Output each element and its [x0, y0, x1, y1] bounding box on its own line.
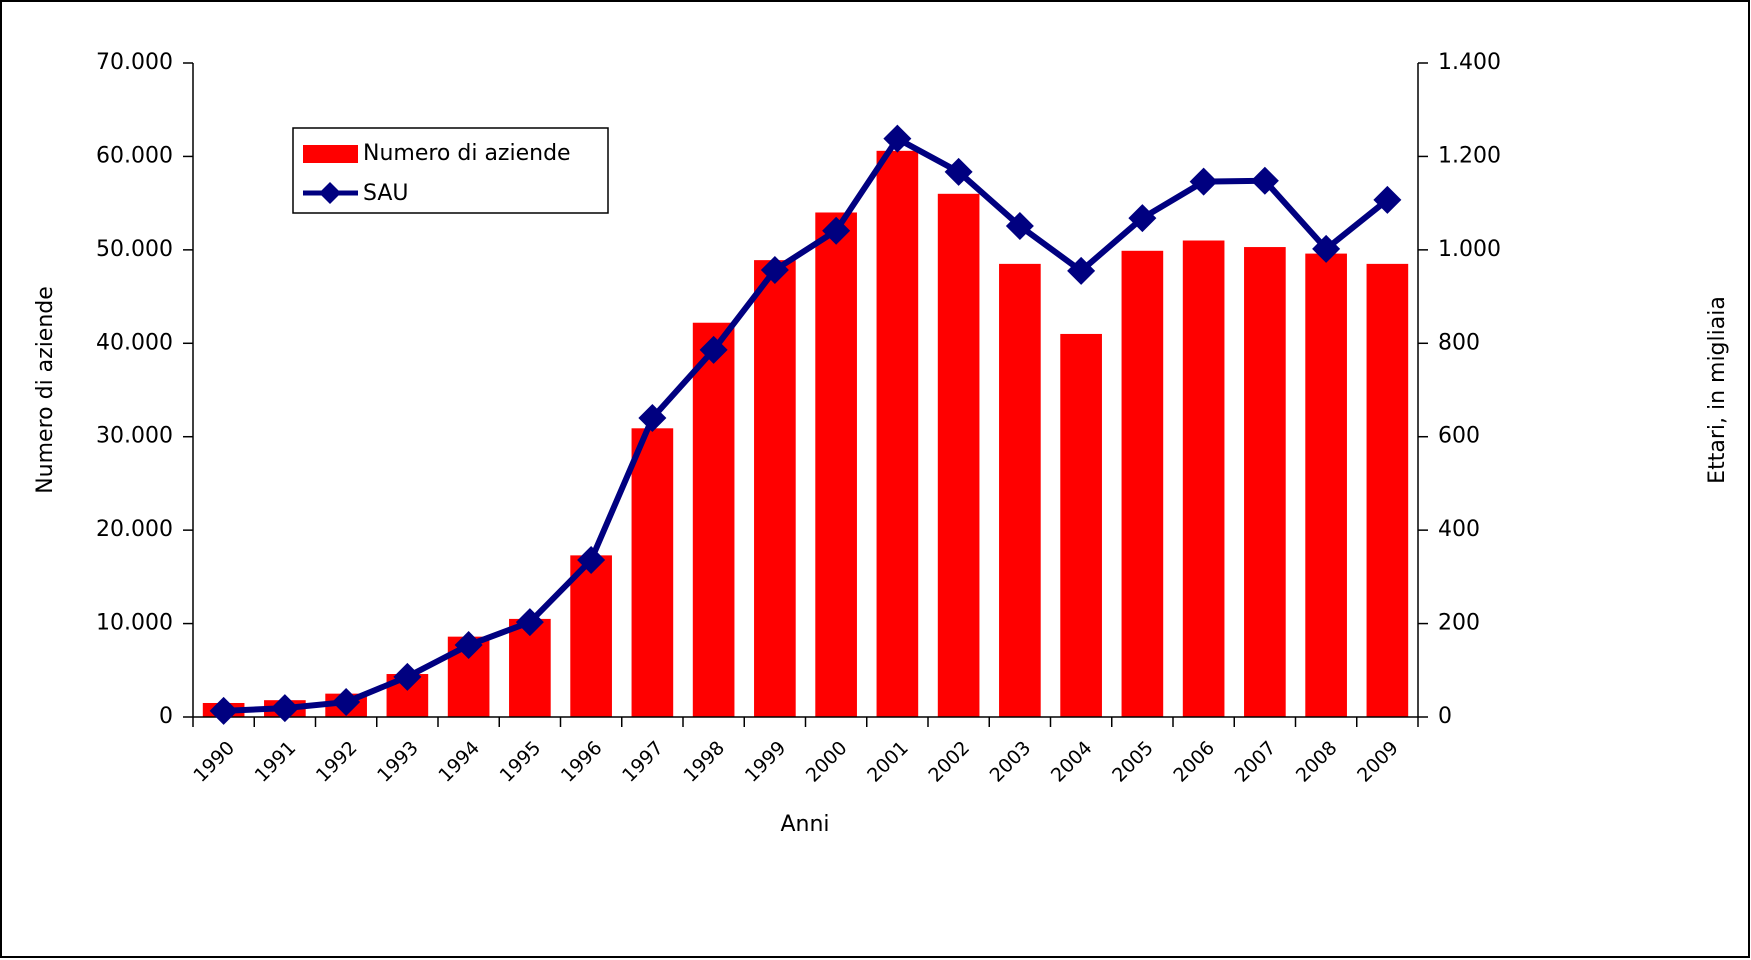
- marker: [209, 696, 238, 725]
- y2-tick-label: 400: [1438, 517, 1480, 542]
- bar: [876, 150, 919, 717]
- marker: [760, 255, 789, 284]
- marker: [515, 608, 544, 637]
- x-axis-title: Anni: [780, 812, 829, 837]
- marker: [638, 404, 667, 433]
- legend-label: SAU: [363, 181, 409, 206]
- y-tick-label: 10.000: [96, 611, 173, 636]
- marker: [944, 157, 973, 186]
- marker: [1067, 256, 1096, 285]
- legend-label: Numero di aziende: [363, 141, 571, 166]
- marker: [270, 694, 299, 723]
- bar: [999, 263, 1041, 717]
- bar: [937, 193, 980, 718]
- y-tick-label: 60.000: [96, 143, 173, 168]
- marker: [1128, 204, 1157, 233]
- bar: [1182, 240, 1225, 717]
- marker: [577, 546, 606, 575]
- bar: [1060, 333, 1102, 717]
- y-axis-title: Numero di aziende: [33, 286, 58, 494]
- marker: [822, 216, 851, 245]
- y-tick-label: 0: [159, 704, 173, 729]
- y-tick-label: 20.000: [96, 517, 173, 542]
- bar: [1244, 247, 1286, 717]
- y-tick-label: 30.000: [96, 424, 173, 449]
- bar: [815, 212, 857, 717]
- bar: [692, 322, 735, 717]
- y2-tick-label: 200: [1438, 611, 1480, 636]
- legend-box: [292, 127, 609, 214]
- bar: [1366, 263, 1409, 717]
- bar: [631, 428, 674, 717]
- y-tick-label: 50.000: [96, 237, 173, 262]
- bar: [754, 260, 796, 717]
- y2-tick-label: 800: [1438, 330, 1480, 355]
- marker: [699, 335, 728, 364]
- y-tick-label: 40.000: [96, 330, 173, 355]
- bar: [570, 555, 612, 717]
- marker: [1312, 234, 1341, 263]
- marker: [883, 124, 912, 153]
- bar: [1305, 253, 1347, 717]
- y2-tick-label: 600: [1438, 424, 1480, 449]
- line: [223, 134, 1390, 714]
- bar: [1121, 250, 1164, 717]
- y2-tick-label: 1.000: [1438, 237, 1501, 262]
- marker: [454, 631, 483, 660]
- y2-tick-label: 1.200: [1438, 143, 1501, 168]
- marker: [332, 688, 361, 717]
- y2-tick-label: 1.400: [1438, 50, 1501, 75]
- marker: [1250, 166, 1279, 195]
- marker: [393, 662, 422, 691]
- y-tick-label: 70.000: [96, 50, 173, 75]
- marker: [1189, 167, 1218, 196]
- y2-axis-title: Ettari, in migliaia: [1705, 296, 1730, 484]
- legend-swatch: [303, 145, 358, 163]
- marker: [1005, 212, 1034, 241]
- y2-tick-label: 0: [1438, 704, 1452, 729]
- marker: [1373, 185, 1402, 214]
- legend-marker: [319, 182, 341, 204]
